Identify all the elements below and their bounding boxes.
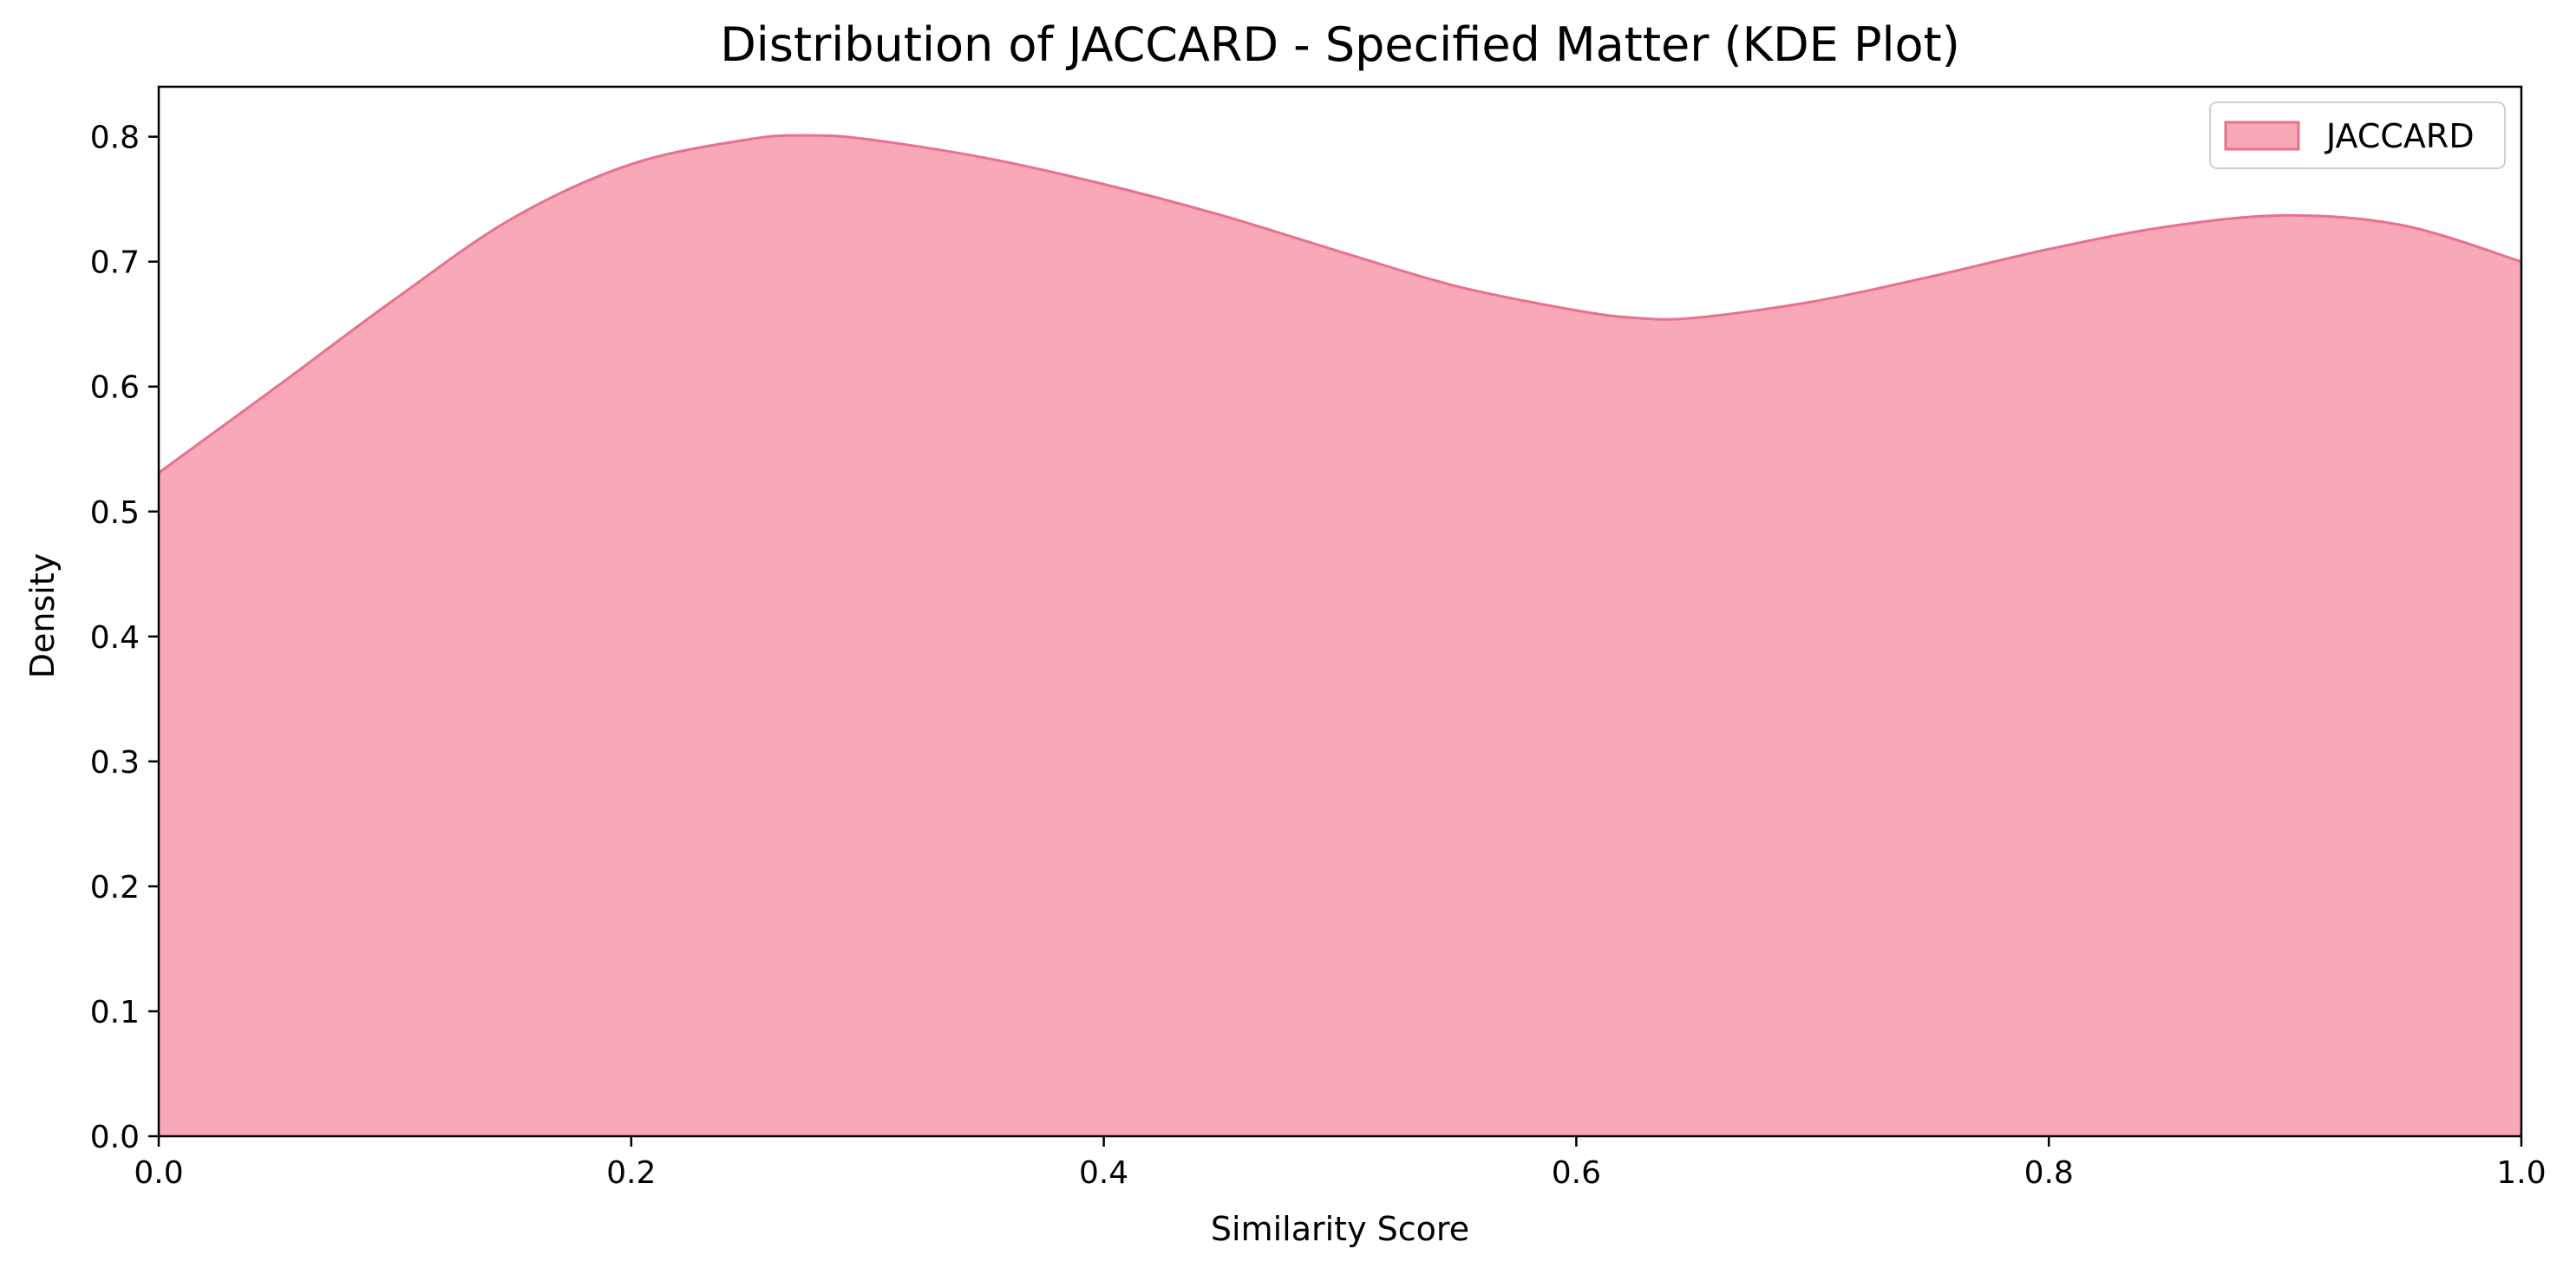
x-tick-label: 0.8 (2024, 1155, 2074, 1191)
y-tick-label: 0.3 (90, 745, 140, 781)
legend-label-jaccard: JACCARD (2324, 117, 2475, 155)
x-tick-label: 1.0 (2496, 1155, 2546, 1191)
y-axis-label: Density (23, 553, 62, 678)
legend: JACCARD (2209, 101, 2506, 169)
y-tick-label: 0.6 (90, 370, 140, 406)
x-tick-label: 0.4 (1079, 1155, 1128, 1191)
y-tick-label: 0.8 (90, 121, 140, 156)
y-tick-label: 0.5 (90, 495, 140, 531)
legend-swatch (2224, 121, 2300, 151)
plot-frame (157, 85, 2523, 1138)
y-tick-label: 0.7 (90, 245, 140, 281)
x-tick-label: 0.0 (134, 1155, 183, 1191)
y-tick-label: 0.1 (90, 995, 140, 1030)
x-axis: 0.0 0.2 0.4 0.6 0.8 1.0 (134, 1136, 2547, 1191)
x-axis-label: Similarity Score (1211, 1210, 1469, 1248)
chart-title: Distribution of JACCARD - Specified Matt… (720, 17, 1960, 72)
kde-density-line (158, 134, 2522, 474)
x-tick-label: 0.2 (606, 1155, 656, 1191)
plot-area (157, 85, 2523, 1138)
legend-box (2209, 101, 2506, 169)
y-tick-label: 0.4 (90, 620, 140, 656)
y-tick-label: 0.2 (90, 870, 140, 906)
kde-area-fill (159, 135, 2521, 1136)
x-tick-label: 0.6 (1552, 1155, 1601, 1191)
y-tick-label: 0.0 (90, 1120, 140, 1155)
y-axis: 0.0 0.1 0.2 0.3 0.4 0.5 0.6 0.7 0.8 (90, 121, 159, 1155)
